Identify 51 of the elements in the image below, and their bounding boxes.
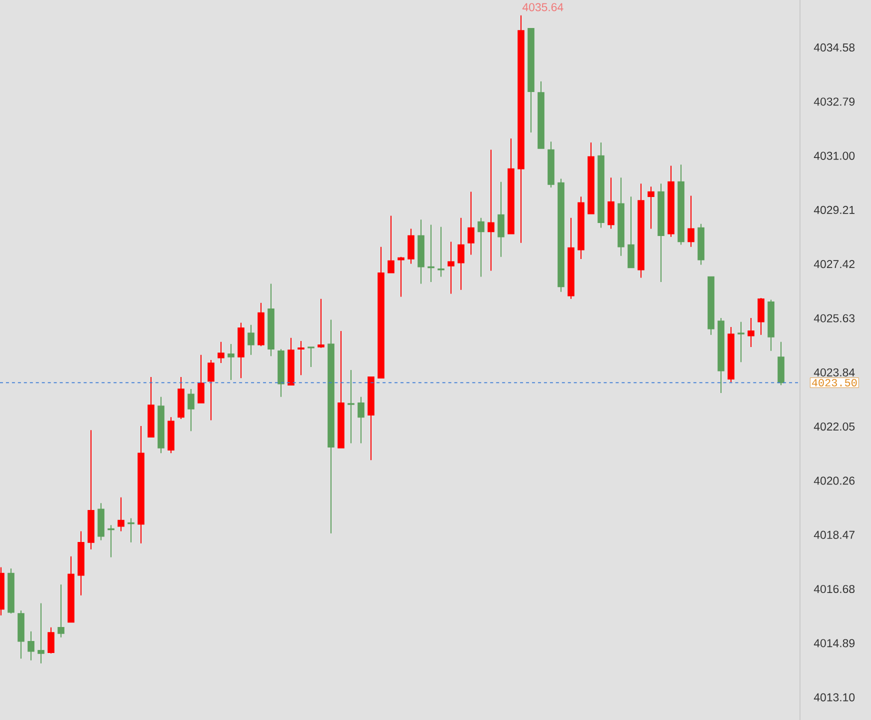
y-tick-label: 4032.79 — [814, 98, 855, 106]
candlestick — [498, 181, 504, 258]
annotation: 4035.64 — [522, 3, 564, 12]
candlestick — [188, 388, 194, 432]
candlestick — [58, 584, 64, 638]
candlestick — [488, 149, 494, 272]
candlestick — [458, 217, 464, 290]
y-tick-label: 4023.84 — [814, 368, 855, 376]
candlestick — [438, 226, 444, 278]
candlestick — [448, 241, 454, 294]
ref-line-label: 4023.50 — [812, 378, 857, 386]
candlestick — [648, 186, 654, 230]
candlestick — [348, 369, 354, 444]
y-tick-label: 4018.47 — [814, 530, 854, 539]
y-tick-label: 4034.58 — [814, 43, 855, 52]
candlestick — [748, 317, 754, 348]
y-tick-label: 4020.26 — [814, 476, 855, 485]
candlestick — [128, 518, 134, 543]
candlestick — [408, 228, 414, 264]
candlestick — [298, 340, 304, 376]
candlestick — [398, 256, 404, 298]
y-tick-label: 4025.63 — [814, 314, 855, 322]
candlestick — [218, 341, 224, 364]
y-tick-label: 4014.89 — [814, 639, 855, 648]
candlestick — [28, 630, 34, 661]
candlestick — [358, 396, 364, 444]
candlestick — [758, 297, 764, 336]
y-tick-label: 4027.42 — [814, 260, 854, 268]
candlestick — [308, 346, 314, 368]
candlestick — [48, 626, 54, 654]
candlestick — [248, 324, 254, 356]
candlestick — [688, 195, 694, 248]
candlestick — [108, 524, 114, 558]
candlestick — [738, 321, 744, 363]
candlestick — [608, 177, 614, 230]
candlestick — [318, 298, 324, 348]
candlestick — [208, 359, 214, 421]
candlestick — [468, 191, 474, 256]
candlestick — [198, 354, 204, 404]
candlestick — [428, 224, 434, 282]
y-tick-label: 4022.05 — [814, 422, 855, 431]
candlestick — [38, 602, 44, 664]
y-tick-label: 4016.68 — [814, 584, 855, 594]
candlestick — [228, 343, 234, 380]
y-tick-label: 4013.10 — [814, 693, 855, 702]
y-tick-label: 4031.00 — [814, 152, 855, 160]
candlestick — [388, 215, 394, 274]
candlestick — [628, 196, 634, 268]
candlestick — [478, 217, 484, 278]
candlestick — [118, 496, 124, 532]
y-tick-label: 4029.21 — [814, 206, 854, 214]
